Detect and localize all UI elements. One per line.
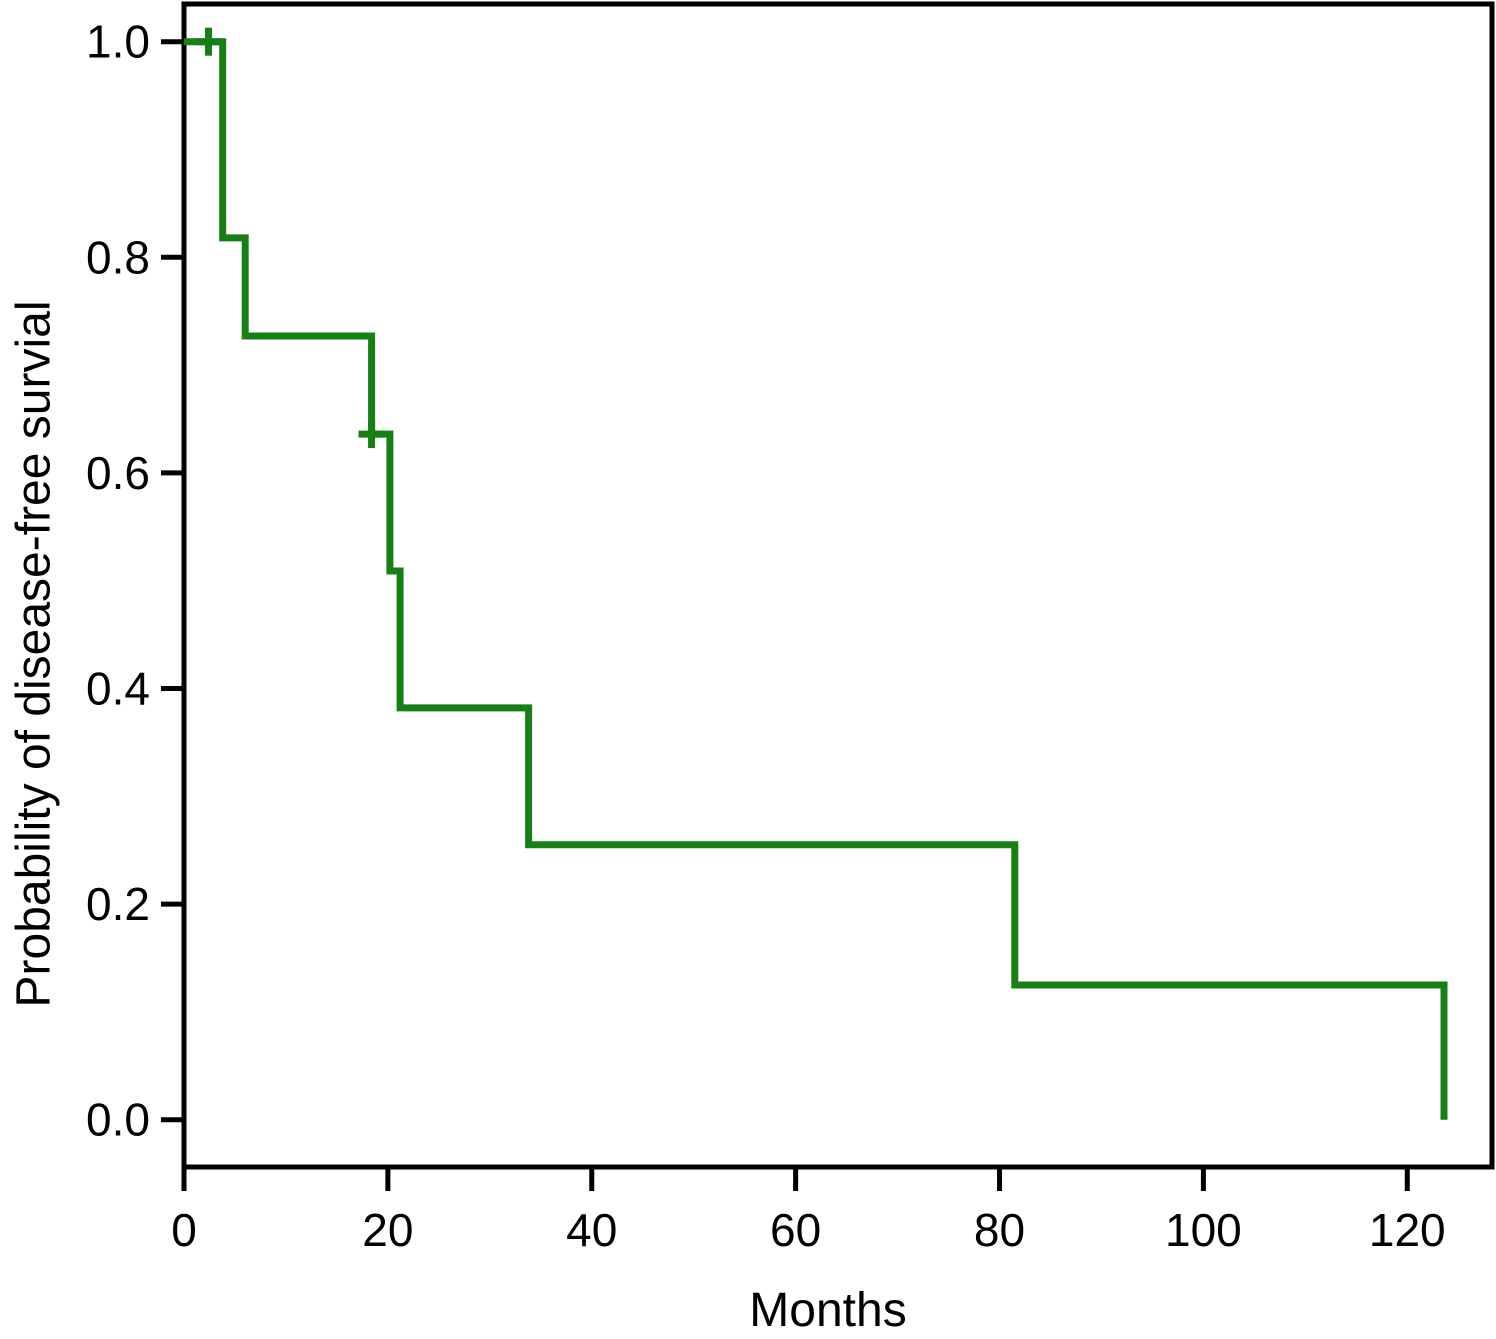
plot-border xyxy=(181,1,1495,1170)
x-tick-label: 100 xyxy=(1165,1204,1242,1256)
y-tick-label: 0.8 xyxy=(86,231,150,283)
y-tick-label: 0.2 xyxy=(86,878,150,930)
x-tick-label: 40 xyxy=(566,1204,617,1256)
y-tick-label: 1.0 xyxy=(86,16,150,68)
x-tick-label: 0 xyxy=(171,1204,197,1256)
y-tick-label: 0.4 xyxy=(86,663,150,715)
y-tick-label: 0.6 xyxy=(86,447,150,499)
x-tick-label: 80 xyxy=(974,1204,1025,1256)
x-axis-label: Months xyxy=(749,1284,907,1337)
x-tick-label: 120 xyxy=(1369,1204,1446,1256)
km-curve xyxy=(184,38,1448,1120)
x-tick-label: 60 xyxy=(770,1204,821,1256)
y-axis-label: Probability of disease-free survial xyxy=(7,300,61,1008)
y-tick-label: 0.0 xyxy=(86,1094,150,1146)
x-tick-label: 20 xyxy=(362,1204,413,1256)
